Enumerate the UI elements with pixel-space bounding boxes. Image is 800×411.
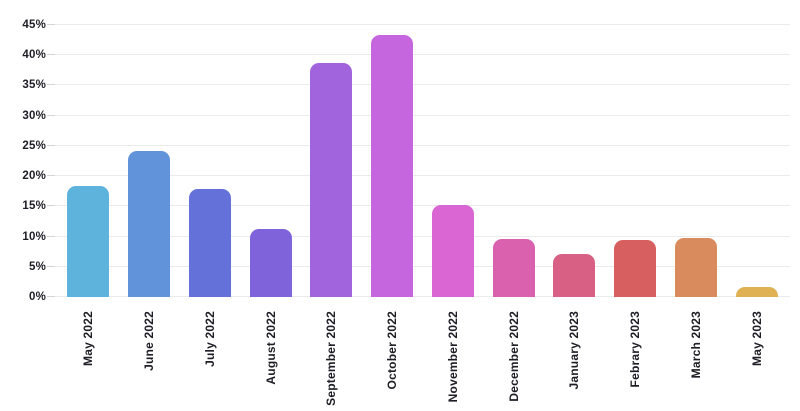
bar-slot-may-2023 (726, 25, 787, 297)
bar-slot-june-2022 (119, 25, 180, 297)
y-tick-label-5%: 5% (28, 260, 46, 273)
x-slot-october-2022: October 2022 (362, 311, 423, 409)
bar-june-2022 (128, 150, 171, 297)
bar-october-2022 (371, 34, 414, 297)
gridline-0% (47, 296, 790, 297)
bar-december-2022 (492, 238, 535, 297)
x-slot-august-2022: August 2022 (240, 311, 301, 409)
bars-group (55, 25, 790, 297)
bar-slot-september-2022 (301, 25, 362, 297)
x-tick-label-march-2023: March 2023 (688, 311, 703, 379)
x-tick-label-january-2023: January 2023 (567, 311, 582, 390)
x-tick-label-october-2022: October 2022 (385, 311, 400, 390)
x-slot-may-2023: May 2023 (726, 311, 787, 409)
bar-may-2023 (735, 287, 778, 297)
y-tick-label-25%: 25% (22, 139, 46, 152)
x-slot-febrary-2023: Febrary 2023 (605, 311, 666, 409)
x-slot-november-2022: November 2022 (423, 311, 484, 409)
bar-slot-july-2022 (180, 25, 241, 297)
y-tick-label-30%: 30% (22, 109, 46, 122)
gridline-35% (47, 84, 790, 86)
bar-august-2022 (249, 229, 292, 297)
gridline-15% (47, 205, 790, 207)
x-tick-label-febrary-2023: Febrary 2023 (628, 311, 643, 388)
plot-area (47, 24, 790, 297)
x-slot-march-2023: March 2023 (666, 311, 727, 409)
y-tick-label-0%: 0% (28, 291, 46, 303)
x-tick-label-september-2022: September 2022 (324, 311, 339, 406)
x-slot-may-2022: May 2022 (58, 311, 119, 409)
gridline-5% (47, 265, 790, 267)
x-slot-june-2022: June 2022 (119, 311, 180, 409)
bar-slot-december-2022 (483, 25, 544, 297)
x-slot-january-2023: January 2023 (544, 311, 605, 409)
bar-slot-november-2022 (423, 25, 484, 297)
gridline-20% (47, 175, 790, 177)
y-tick-label-45%: 45% (22, 19, 46, 31)
bar-september-2022 (310, 63, 353, 297)
gridline-30% (47, 114, 790, 116)
x-slot-december-2022: December 2022 (483, 311, 544, 409)
bar-november-2022 (431, 204, 474, 297)
bar-july-2022 (188, 188, 231, 297)
y-axis: 0% 5% 10% 15% 20% 25% 30% 35% 40% 45% (0, 19, 46, 303)
x-slot-september-2022: September 2022 (301, 311, 362, 409)
y-tick-label-20%: 20% (22, 170, 46, 183)
bar-febrary-2023 (614, 239, 657, 297)
x-tick-label-august-2022: August 2022 (263, 311, 278, 385)
bar-january-2023 (553, 254, 596, 297)
y-tick-label-15%: 15% (22, 200, 46, 213)
x-axis: May 2022 June 2022 July 2022 August 2022 Sep… (55, 311, 790, 409)
gridline-45% (47, 24, 790, 25)
y-tick-label-10%: 10% (22, 230, 46, 243)
bar-slot-may-2022 (58, 25, 119, 297)
x-tick-label-july-2022: July 2022 (202, 311, 217, 367)
bar-march-2023 (674, 238, 717, 297)
x-tick-label-june-2022: June 2022 (142, 311, 157, 371)
x-tick-label-december-2022: December 2022 (506, 311, 521, 402)
x-tick-label-may-2023: May 2023 (749, 311, 764, 366)
bar-may-2022 (67, 186, 110, 297)
bar-slot-august-2022 (240, 25, 301, 297)
x-tick-label-may-2022: May 2022 (81, 311, 96, 366)
gridline-10% (47, 235, 790, 237)
y-tick-label-35%: 35% (22, 79, 46, 92)
bar-slot-october-2022 (362, 25, 423, 297)
gridline-25% (47, 144, 790, 146)
bar-slot-march-2023 (666, 25, 727, 297)
x-slot-july-2022: July 2022 (180, 311, 241, 409)
bar-slot-febrary-2023 (605, 25, 666, 297)
y-tick-label-40%: 40% (22, 49, 46, 62)
gridline-40% (47, 54, 790, 56)
bar-slot-january-2023 (544, 25, 605, 297)
x-tick-label-november-2022: November 2022 (445, 311, 460, 403)
